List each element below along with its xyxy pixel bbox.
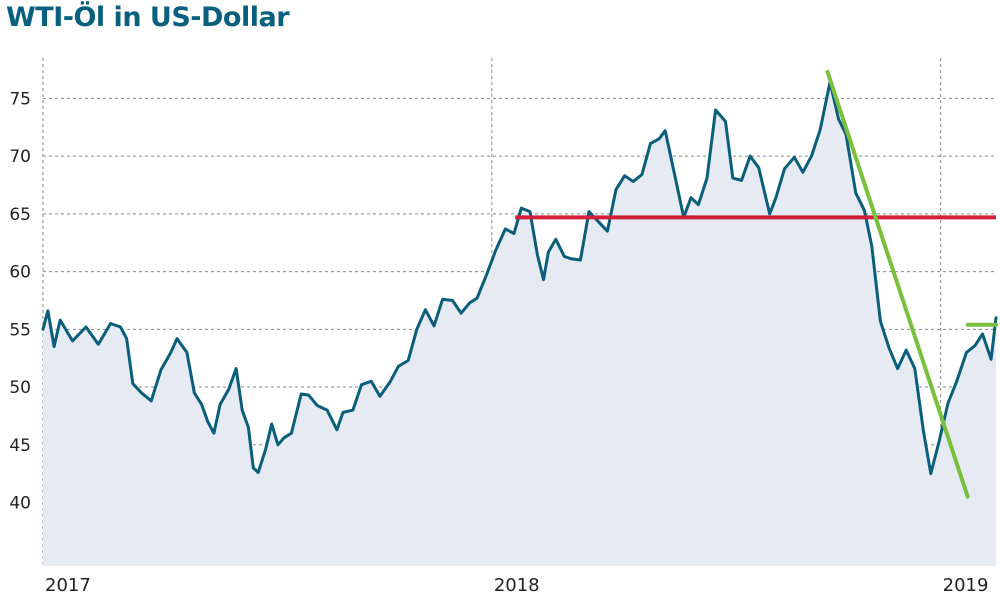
y-tick-label-65: 65 bbox=[9, 205, 31, 225]
price-line bbox=[41, 80, 998, 476]
y-tick-label-45: 45 bbox=[9, 436, 31, 456]
trend-line-1 bbox=[825, 69, 970, 499]
x-tick-label-2017: 2017 bbox=[45, 575, 91, 596]
x-axis-tick-labels: 2017 2018 2019 bbox=[45, 575, 988, 596]
y-tick-label-60: 60 bbox=[9, 263, 31, 283]
x-tick-label-2018: 2018 bbox=[494, 575, 540, 596]
y-tick-label-70: 70 bbox=[9, 147, 31, 167]
y-tick-label-50: 50 bbox=[9, 378, 31, 398]
chart-title: WTI-Öl in US-Dollar bbox=[6, 2, 290, 33]
y-tick-label-75: 75 bbox=[9, 89, 31, 109]
x-tick-label-2019: 2019 bbox=[943, 575, 989, 596]
price-area-fill bbox=[43, 82, 996, 566]
y-axis-tick-labels: 40 45 50 55 60 65 70 75 bbox=[9, 89, 31, 513]
annotation-lines bbox=[515, 69, 998, 499]
y-tick-label-40: 40 bbox=[9, 494, 31, 514]
y-tick-label-55: 55 bbox=[9, 320, 31, 340]
